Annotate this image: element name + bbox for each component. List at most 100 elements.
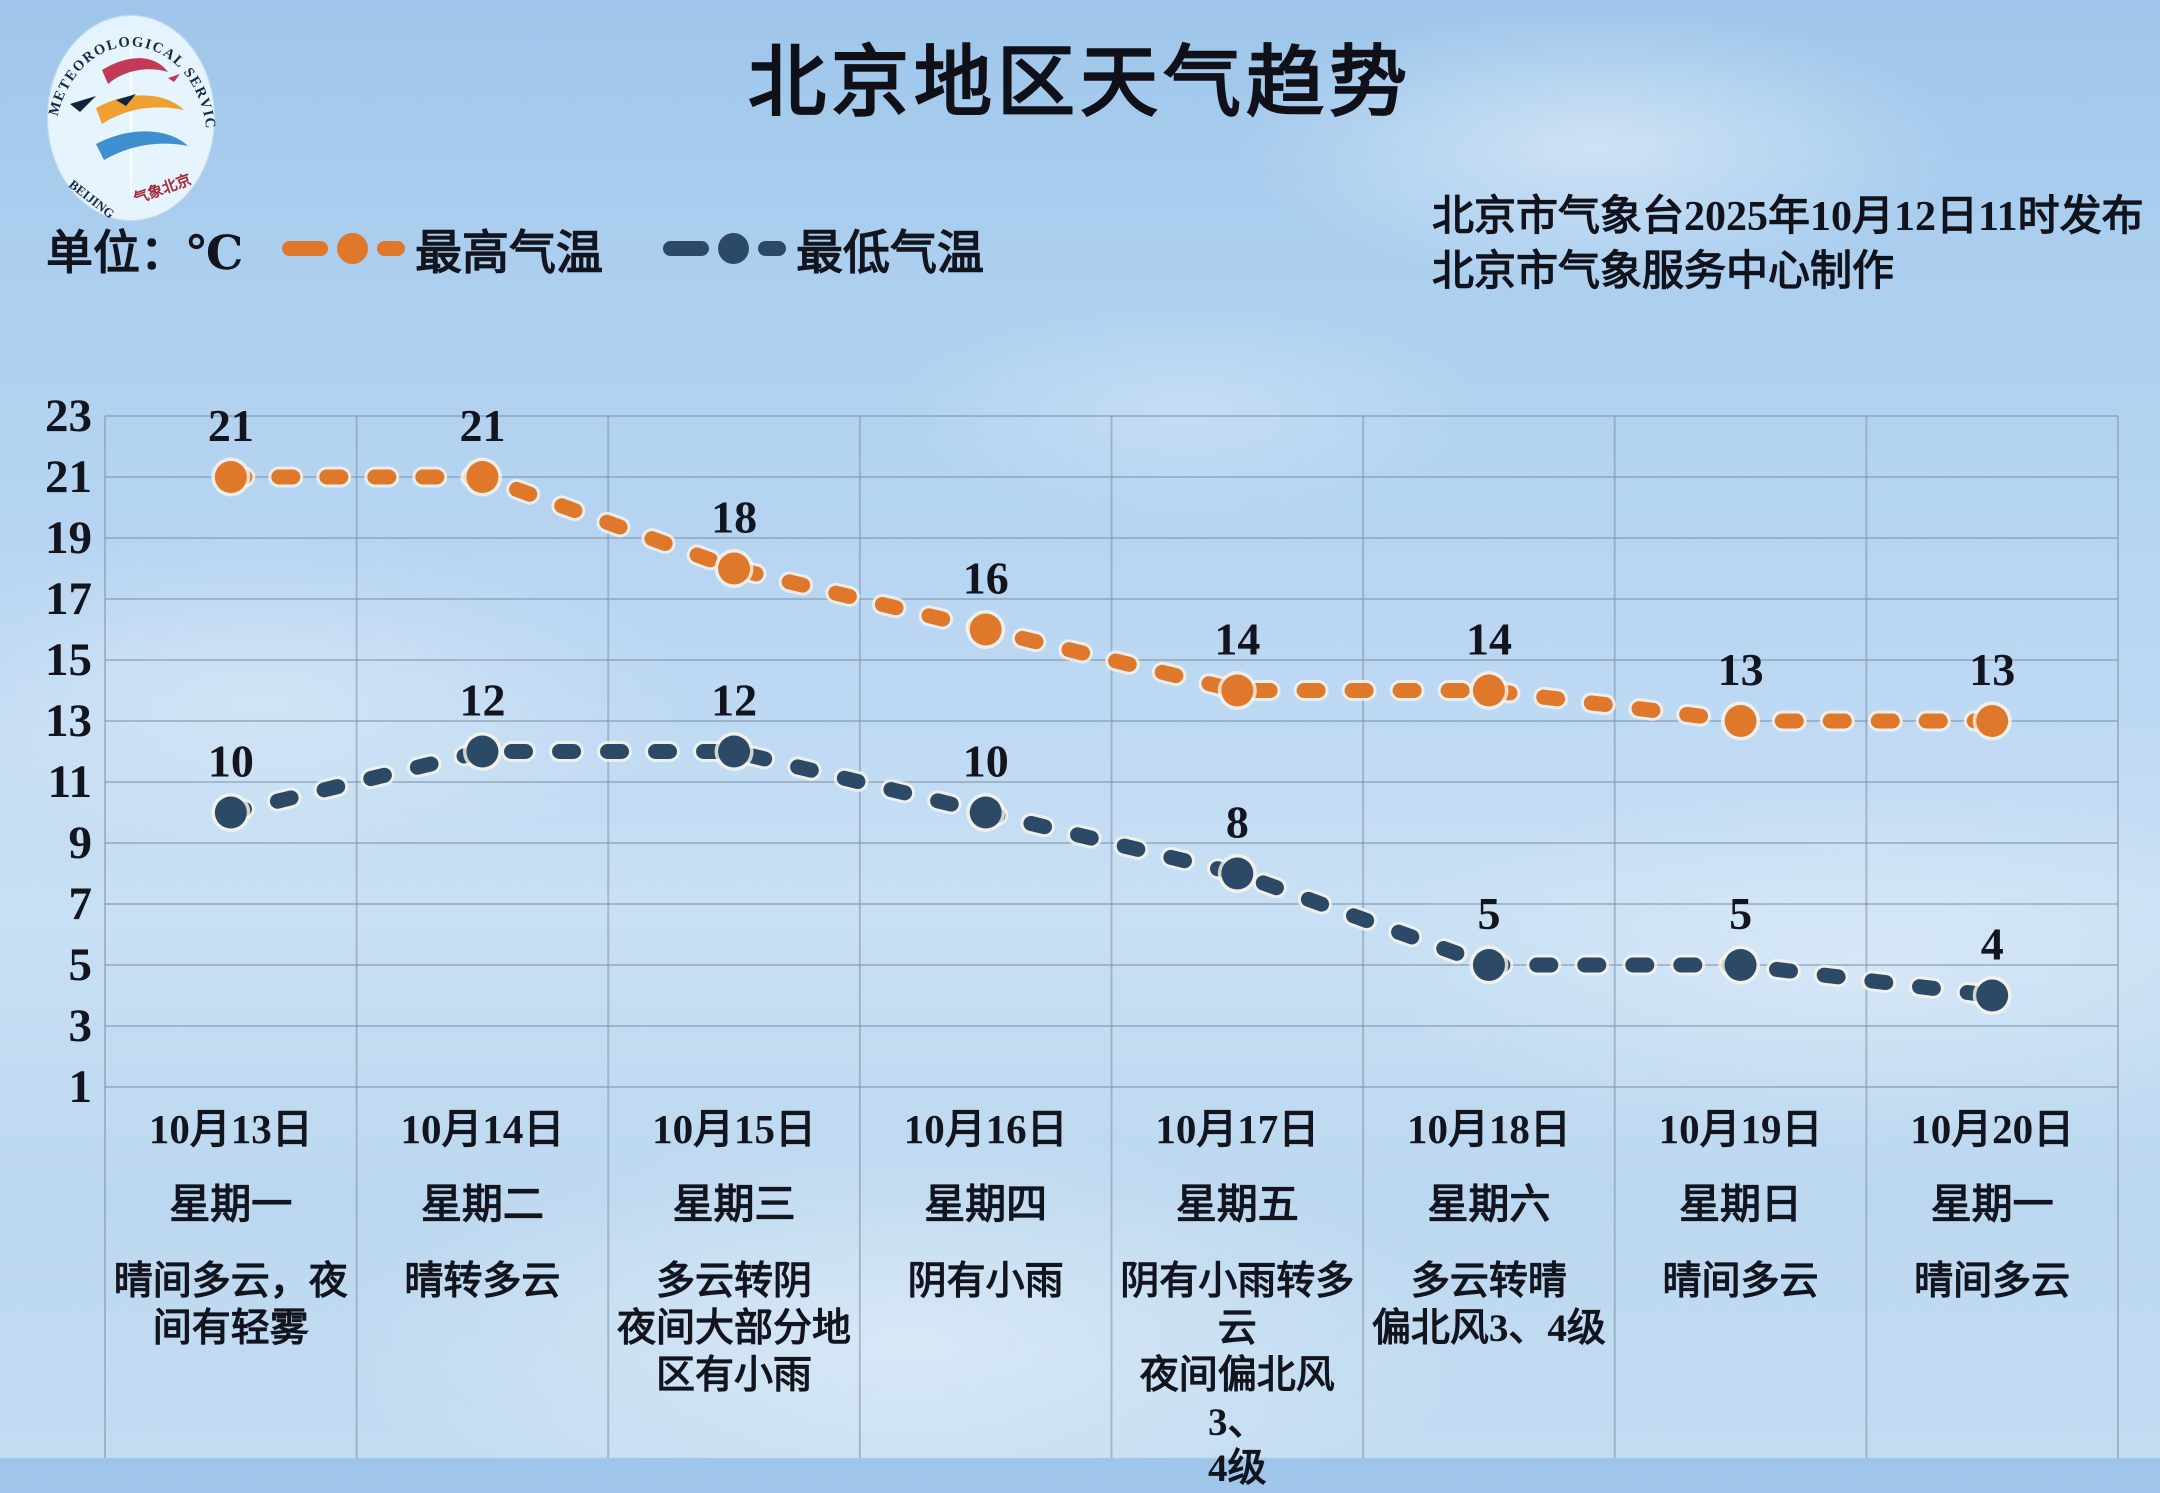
legend-item-low: 最低气温 <box>663 214 984 283</box>
high-data-marker-3 <box>969 613 1002 646</box>
y-tick-label-5: 5 <box>69 939 93 991</box>
low-data-marker-0 <box>214 796 247 829</box>
release-line-2: 北京市气象服务中心制作 <box>1432 248 1895 295</box>
day-date: 10月16日 <box>903 1106 1068 1152</box>
day-date: 10月18日 <box>1406 1106 1571 1152</box>
high-value-label-0: 21 <box>208 400 254 451</box>
low-data-marker-4 <box>1221 857 1254 890</box>
legend-dot-1 <box>337 233 368 264</box>
y-tick-label-19: 19 <box>45 512 92 564</box>
day-weekday: 星期一 <box>169 1181 293 1228</box>
day-column-0: 10月13日 星期一晴间多云，夜 间有轻雾 <box>105 1106 357 1493</box>
day-weekday: 星期六 <box>1427 1181 1551 1228</box>
low-value-label-6: 5 <box>1729 888 1752 939</box>
low-line-legend-icon <box>663 233 786 264</box>
logo-bird-center <box>116 94 136 106</box>
low-data-marker-6 <box>1724 949 1757 981</box>
day-date: 10月14日 <box>400 1106 565 1152</box>
day-column-5: 10月18日 星期六多云转晴 偏北风3、4级 <box>1363 1106 1615 1493</box>
legend-dash-0 <box>663 241 709 256</box>
day-date: 10月20日 <box>1910 1106 2075 1152</box>
high-value-label-6: 13 <box>1718 644 1764 695</box>
day-weekday: 星期一 <box>1930 1181 2054 1228</box>
high-data-marker-4 <box>1221 674 1254 707</box>
day-weekday: 星期二 <box>420 1181 544 1228</box>
high-value-label-4: 14 <box>1214 614 1260 665</box>
legend-label: 最高气温 <box>415 228 603 280</box>
logo-orange-swoosh <box>96 95 184 124</box>
high-data-marker-6 <box>1724 705 1757 737</box>
day-weather: 多云转晴 偏北风3、4级 <box>1371 1260 1606 1351</box>
low-data-marker-1 <box>466 735 499 768</box>
day-weekday: 星期日 <box>1679 1181 1803 1228</box>
high-data-marker-7 <box>1976 705 2009 737</box>
low-value-label-4: 8 <box>1226 797 1249 848</box>
day-date: 10月17日 <box>1155 1106 1320 1152</box>
y-tick-label-9: 9 <box>69 817 93 869</box>
logo-red-swoosh <box>102 58 168 84</box>
day-weather: 晴间多云 <box>1914 1260 2071 1304</box>
day-columns: 10月13日 星期一 晴间多云，夜 间有轻雾 10月14日 星期二 晴转多云 10月15日星… <box>105 1106 2118 1493</box>
day-column-6: 10月19日 星期日晴间多云 <box>1615 1106 1867 1493</box>
y-tick-label-23: 23 <box>45 390 92 442</box>
high-value-label-5: 14 <box>1466 614 1512 665</box>
legend-label: 最低气温 <box>796 228 984 280</box>
day-weather: 晴间多云，夜 间有轻雾 <box>113 1260 348 1351</box>
y-tick-label-13: 13 <box>45 695 92 747</box>
high-data-marker-1 <box>466 461 499 493</box>
day-date: 10月19日 <box>1658 1106 1823 1152</box>
day-weather: 晴转多云 <box>404 1260 561 1304</box>
day-weather: 晴间多云 <box>1662 1260 1819 1304</box>
y-tick-label-11: 11 <box>48 756 92 808</box>
legend-dash-2 <box>758 241 786 256</box>
low-data-marker-2 <box>718 735 751 768</box>
day-date: 10月15日 <box>652 1106 817 1152</box>
y-tick-label-21: 21 <box>45 451 92 503</box>
low-data-marker-7 <box>1976 979 2009 1012</box>
chart-legend: 最高气温 最低气温 <box>282 214 984 283</box>
low-data-marker-3 <box>969 796 1002 829</box>
day-weekday: 星期五 <box>1175 1181 1299 1228</box>
day-column-3: 10月16日 星期四 阴有小雨 <box>860 1106 1112 1493</box>
logo-blue-swoosh <box>96 131 188 160</box>
y-tick-label-15: 15 <box>45 634 92 686</box>
beijing-meteorological-service-logo: METEOROLOGICAL SERVICE BEIJING 气象北京 <box>40 8 217 222</box>
low-data-marker-5 <box>1472 949 1505 981</box>
legend-dash-0 <box>282 241 328 256</box>
high-temperature-line <box>223 469 2000 729</box>
legend-dash-2 <box>377 241 405 256</box>
high-line-legend-icon <box>282 233 405 264</box>
day-column-4: 10月17日 星期五 阴有小雨转多 云 夜间偏北风3、 4级 <box>1112 1106 1364 1493</box>
low-value-label-5: 5 <box>1477 888 1500 939</box>
high-value-label-2: 18 <box>711 492 757 543</box>
y-tick-label-3: 3 <box>69 1000 93 1052</box>
day-weekday: 星期三 <box>672 1181 796 1228</box>
day-column-7: 10月20日 星期一晴间多云 <box>1866 1106 2118 1493</box>
high-data-marker-5 <box>1472 674 1505 707</box>
day-weekday: 星期四 <box>924 1181 1048 1228</box>
low-value-label-2: 12 <box>711 675 757 726</box>
day-date: 10月13日 <box>148 1106 313 1152</box>
release-info: 北京市气象台2025年10月12日11时发布 北京市气象服务中心制作 <box>1432 190 2144 299</box>
y-tick-label-17: 17 <box>45 573 92 625</box>
low-value-label-1: 12 <box>459 675 505 726</box>
page-title: 北京地区天气趋势 <box>747 39 1412 126</box>
y-tick-label-1: 1 <box>69 1061 93 1113</box>
low-value-label-0: 10 <box>208 736 254 787</box>
high-value-label-7: 13 <box>1969 644 2015 695</box>
day-weather: 多云转阴 夜间大部分地 区有小雨 <box>617 1260 852 1397</box>
unit-label: 单位：℃ <box>46 228 244 280</box>
release-line-1: 北京市气象台2025年10月12日11时发布 <box>1432 194 2144 240</box>
legend-item-high: 最高气温 <box>282 214 603 283</box>
high-data-marker-2 <box>718 552 751 585</box>
logo-bird-left <box>70 96 96 112</box>
logo-pole-line <box>130 46 132 196</box>
y-tick-label-7: 7 <box>69 878 93 930</box>
high-value-label-3: 16 <box>963 553 1009 604</box>
day-column-2: 10月15日 星期三多云转阴 夜间大部分地 区有小雨 <box>608 1106 860 1493</box>
high-value-label-1: 21 <box>459 400 505 451</box>
day-column-1: 10月14日 星期二晴转多云 <box>357 1106 609 1493</box>
low-temperature-line <box>223 744 2000 1003</box>
